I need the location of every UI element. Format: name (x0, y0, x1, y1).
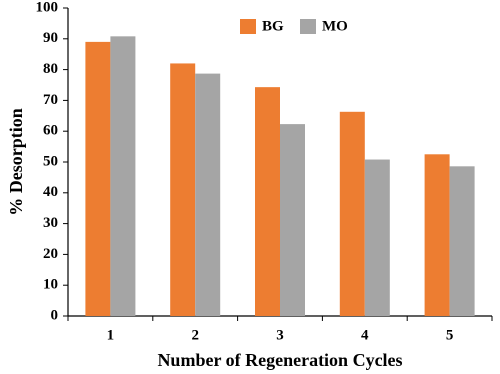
legend-label: MO (322, 18, 348, 34)
y-tick-label: 70 (43, 92, 58, 108)
bar (85, 41, 111, 316)
x-axis-title: Number of Regeneration Cycles (157, 350, 402, 370)
y-tick-label: 100 (36, 0, 59, 15)
y-axis-title: % Desorption (6, 108, 26, 216)
y-tick-label: 10 (43, 277, 58, 293)
bar (339, 111, 365, 317)
legend-swatch (240, 19, 256, 34)
x-tick-label: 1 (107, 327, 115, 343)
bar (364, 159, 390, 316)
y-tick-label: 0 (51, 307, 59, 323)
bar (255, 87, 280, 316)
bar (280, 124, 305, 316)
bar (424, 154, 450, 316)
bar (195, 73, 221, 316)
legend-label: BG (262, 18, 284, 34)
x-tick-label: 3 (276, 327, 284, 343)
y-tick-label: 30 (43, 215, 58, 231)
bar (449, 166, 475, 316)
legend-swatch (300, 19, 316, 34)
x-tick-label: 5 (446, 327, 454, 343)
bar (110, 36, 136, 316)
y-tick-label: 90 (43, 30, 58, 46)
y-tick-label: 60 (43, 123, 58, 139)
x-tick-label: 2 (191, 327, 199, 343)
y-tick-label: 80 (43, 61, 58, 77)
y-tick-label: 50 (43, 153, 58, 169)
y-tick-label: 40 (43, 184, 58, 200)
y-tick-label: 20 (43, 246, 58, 262)
bar (170, 63, 196, 316)
x-tick-label: 4 (361, 327, 369, 343)
